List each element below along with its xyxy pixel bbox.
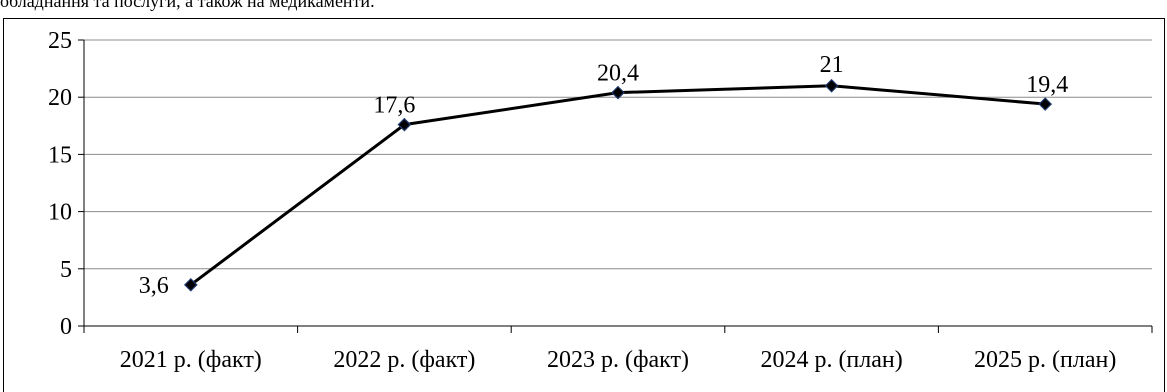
y-tick-label: 5 [60, 257, 72, 283]
x-tick-label: 2021 р. (факт) [120, 347, 262, 373]
x-tick-label: 2023 р. (факт) [547, 347, 689, 373]
y-tick-label: 20 [48, 85, 72, 111]
data-point [1038, 97, 1053, 111]
caption-text: обладнання та послуги, а також на медика… [0, 0, 375, 11]
data-label: 17,6 [373, 93, 415, 119]
chart-frame [3, 18, 1165, 392]
data-label: 21 [820, 52, 844, 78]
data-point [611, 85, 625, 100]
x-tick-label: 2024 р. (план) [760, 347, 902, 373]
y-tick-label: 0 [60, 314, 72, 340]
y-tick-label: 25 [48, 28, 72, 54]
series-line [189, 84, 1046, 287]
data-point [824, 78, 839, 93]
data-point [183, 277, 198, 292]
data-label: 19,4 [1026, 72, 1068, 98]
data-label: 3,6 [139, 273, 169, 299]
y-tick-label: 10 [48, 200, 72, 226]
x-tick-label: 2022 р. (факт) [333, 347, 475, 373]
data-point [397, 117, 412, 132]
x-tick-label: 2025 р. (план) [974, 347, 1116, 373]
y-tick-label: 15 [48, 142, 72, 168]
data-label: 20,4 [597, 61, 639, 87]
